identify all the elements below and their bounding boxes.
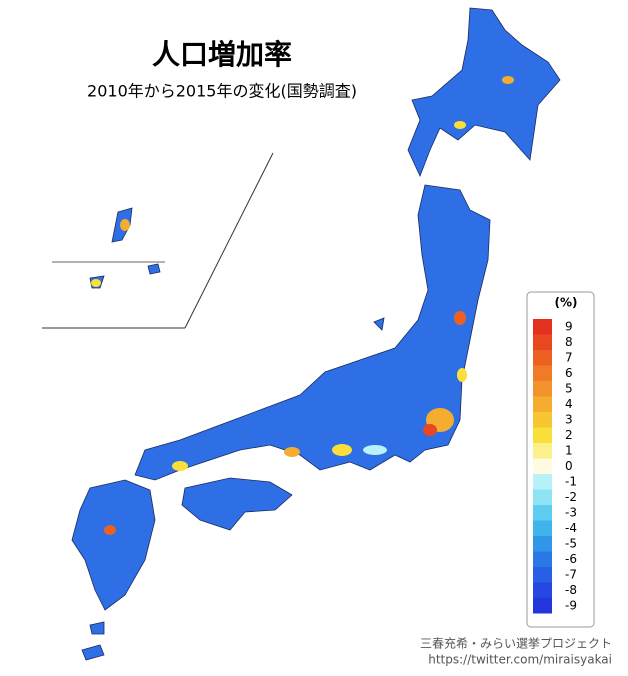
growth-area: [91, 279, 101, 287]
growth-area: [502, 76, 514, 84]
legend-label: 6: [565, 366, 573, 380]
legend-title: (%): [555, 296, 578, 310]
growth-area: [104, 525, 116, 535]
growth-area: [454, 311, 466, 325]
growth-area: [454, 121, 466, 129]
legend-swatch: [533, 365, 552, 381]
legend-label: -1: [565, 474, 577, 488]
legend-swatch: [533, 474, 552, 490]
inset-divider: [184, 152, 274, 329]
growth-area: [332, 444, 352, 456]
low-decline-area: [363, 445, 387, 455]
legend-label: -7: [565, 567, 577, 581]
legend-label: 8: [565, 335, 573, 349]
legend-swatch: [533, 427, 552, 443]
legend-swatch: [533, 536, 552, 552]
legend-swatch: [533, 396, 552, 412]
legend-swatch: [533, 350, 552, 366]
island: [373, 317, 385, 331]
legend-swatch: [533, 319, 552, 335]
growth-area: [172, 461, 188, 471]
growth-area: [120, 219, 130, 231]
legend-swatch: [533, 582, 552, 598]
legend-swatch: [533, 443, 552, 459]
legend-label: 1: [565, 443, 573, 457]
growth-area: [457, 368, 467, 382]
growth-area: [423, 424, 437, 436]
credit-url: https://twitter.com/miraisyakai: [428, 653, 612, 667]
legend-label: 9: [565, 319, 573, 333]
legend-label: -5: [565, 536, 577, 550]
legend-label: -8: [565, 583, 577, 597]
legend-label: -3: [565, 505, 577, 519]
hokkaido: [407, 7, 561, 178]
legend-swatch: [533, 551, 552, 567]
shikoku: [181, 477, 293, 531]
legend-label: -6: [565, 552, 577, 566]
legend-swatch: [533, 598, 552, 614]
growth-area: [284, 447, 300, 457]
legend-swatch: [533, 489, 552, 505]
island: [81, 644, 105, 661]
legend-label: 7: [565, 350, 573, 364]
legend-label: 5: [565, 381, 573, 395]
legend-swatch: [533, 458, 552, 474]
kyushu: [71, 479, 156, 611]
island: [147, 263, 161, 275]
legend-label: 2: [565, 428, 573, 442]
legend-label: 3: [565, 412, 573, 426]
island: [89, 621, 105, 635]
legend-label: -4: [565, 521, 577, 535]
map: [42, 7, 561, 661]
legend-label: 4: [565, 397, 573, 411]
subtitle: 2010年から2015年の変化(国勢調査): [87, 82, 357, 101]
legend-swatch: [533, 567, 552, 583]
legend-label: 0: [565, 459, 573, 473]
legend: (%) 9 87 65 43 21 0-1 -2-3 -4-5 -6-7 -8-9: [526, 291, 595, 628]
honshu: [134, 184, 491, 481]
legend-label: -9: [565, 598, 577, 612]
legend-swatch: [533, 412, 552, 428]
legend-swatch: [533, 334, 552, 350]
legend-swatch: [533, 520, 552, 536]
legend-swatch: [533, 381, 552, 397]
legend-swatch: [533, 505, 552, 521]
title: 人口増加率: [152, 38, 292, 71]
legend-label: -2: [565, 490, 577, 504]
credit-author: 三春充希・みらい選挙プロジェクト: [420, 636, 612, 651]
